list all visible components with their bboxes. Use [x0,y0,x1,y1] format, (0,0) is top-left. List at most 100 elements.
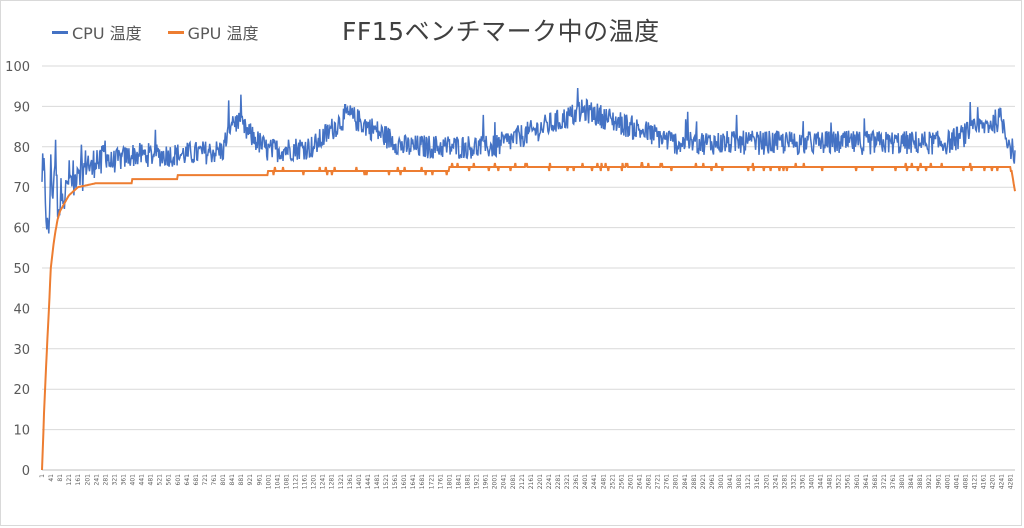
x-tick-label: 881 [238,474,245,486]
chart-title: FF15ベンチマーク中の温度 [342,17,660,46]
x-tick-label: 81 [57,474,64,482]
x-tick-label: 3201 [763,474,770,489]
x-tick-label: 1601 [401,474,408,489]
x-tick-label: 121 [66,474,73,486]
x-tick-label: 961 [256,474,263,486]
y-tick-label: 70 [13,181,30,196]
x-tick-label: 1921 [474,474,481,489]
y-tick-label: 100 [5,60,30,75]
x-tick-label: 3961 [935,474,942,489]
x-tick-label: 3121 [745,474,752,489]
y-tick-label: 0 [22,464,30,479]
x-tick-label: 2001 [492,474,499,489]
legend-swatch-cpu [52,30,68,34]
y-tick-label: 10 [13,424,30,439]
x-tick-label: 1241 [320,474,327,489]
x-tick-label: 1081 [283,474,290,489]
legend-label-gpu: GPU 温度 [187,24,259,43]
x-tick-label: 2961 [709,474,716,489]
x-tick-label: 3401 [809,474,816,489]
x-tick-label: 161 [75,474,82,486]
x-tick-label: 401 [130,474,137,486]
x-tick-label: 2041 [501,474,508,489]
x-tick-label: 801 [220,474,227,486]
x-tick-label: 3681 [872,474,879,489]
x-tick-label: 1041 [274,474,281,489]
x-tick-label: 3481 [827,474,834,489]
x-tick-label: 2161 [528,474,535,489]
y-tick-label: 80 [13,141,30,156]
x-tick-label: 1361 [347,474,354,489]
x-tick-label: 4281 [1008,474,1015,489]
x-tick-label: 241 [93,474,100,486]
x-tick-label: 561 [166,474,173,486]
x-tick-label: 1 [39,474,46,478]
x-tick-label: 2241 [546,474,553,489]
x-tick-label: 281 [102,474,109,486]
x-tick-label: 2121 [519,474,526,489]
x-tick-label: 761 [211,474,218,486]
x-tick-label: 441 [139,474,146,486]
y-tick-label: 20 [13,383,30,398]
x-tick-label: 841 [229,474,236,486]
x-tick-label: 321 [111,474,118,486]
x-tick-label: 4081 [962,474,969,489]
x-tick-label: 2361 [573,474,580,489]
x-tick-label: 681 [193,474,200,486]
x-tick-label: 2281 [555,474,562,489]
x-tick-label: 641 [184,474,191,486]
x-tick-label: 2441 [591,474,598,489]
x-tick-label: 2521 [609,474,616,489]
x-tick-label: 2401 [582,474,589,489]
x-tick-label: 721 [202,474,209,486]
x-tick-label: 3881 [917,474,924,489]
x-tick-label: 2321 [564,474,571,489]
x-tick-label: 3041 [727,474,734,489]
legend-swatch-gpu [167,30,184,34]
x-tick-label: 3001 [718,474,725,489]
x-tick-label: 3241 [772,474,779,489]
x-tick-label: 3161 [754,474,761,489]
legend-label-cpu: CPU 温度 [72,24,142,43]
y-tick-label: 40 [13,302,30,317]
x-tick-label: 1201 [311,474,318,489]
x-tick-label: 4121 [971,474,978,489]
x-tick-label: 1561 [392,474,399,489]
x-tick-label: 2601 [627,474,634,489]
x-tick-label: 521 [157,474,164,486]
x-tick-label: 2721 [655,474,662,489]
x-tick-label: 3441 [818,474,825,489]
x-tick-label: 921 [247,474,254,486]
y-tick-label: 30 [13,343,30,358]
x-tick-label: 4001 [944,474,951,489]
x-tick-label: 3721 [881,474,888,489]
x-tick-label: 2761 [664,474,671,489]
x-tick-label: 1961 [483,474,490,489]
x-tick-label: 3801 [899,474,906,489]
x-tick-label: 2641 [637,474,644,489]
x-tick-label: 1441 [365,474,372,489]
x-tick-label: 4201 [990,474,997,489]
x-tick-label: 1001 [265,474,272,489]
legend-item-cpu: CPU 温度 [52,20,142,44]
x-tick-label: 2681 [646,474,653,489]
x-tick-label: 2841 [682,474,689,489]
x-tick-label: 3281 [781,474,788,489]
x-tick-label: 3641 [863,474,870,489]
x-tick-label: 3361 [799,474,806,489]
x-tick-label: 2201 [537,474,544,489]
x-tick-label: 1761 [437,474,444,489]
x-tick-label: 1281 [329,474,336,489]
x-tick-label: 1881 [465,474,472,489]
x-tick-label: 41 [48,474,55,482]
y-tick-label: 90 [13,100,30,115]
series-line-cpu [41,87,1016,234]
legend: CPU 温度 GPU 温度 [52,20,258,44]
x-tick-label: 3761 [890,474,897,489]
x-tick-label: 2081 [510,474,517,489]
x-tick-label: 361 [120,474,127,486]
x-tick-label: 1841 [455,474,462,489]
x-tick-label: 2921 [700,474,707,489]
